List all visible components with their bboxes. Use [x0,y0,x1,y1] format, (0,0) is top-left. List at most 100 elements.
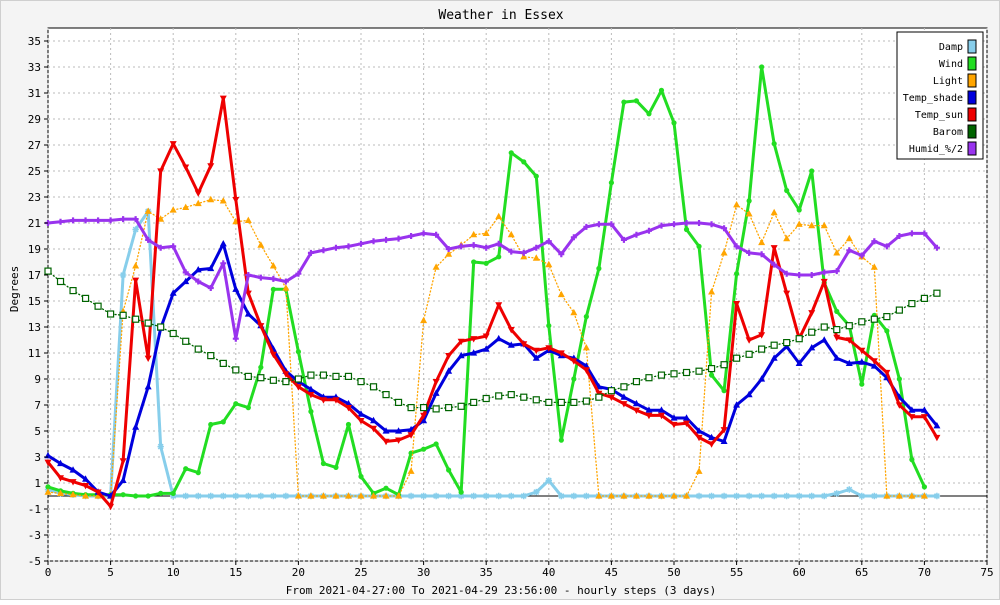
data-point [145,236,152,243]
data-point [194,199,202,207]
data-point [896,376,902,382]
data-point [633,231,640,238]
data-point [395,492,403,499]
x-tick-label: 50 [667,566,680,579]
data-point [871,492,878,500]
data-point [407,492,415,500]
data-point [645,492,653,499]
data-point [169,329,177,338]
data-point [808,328,816,336]
data-point [470,242,477,249]
data-point [170,492,177,500]
data-point [657,406,665,413]
data-point [821,269,828,276]
data-point [433,441,439,447]
data-point [896,233,903,239]
data-point [319,397,327,404]
data-point [783,234,791,242]
data-point [445,353,453,360]
series-temp-sun [44,95,941,511]
data-point [144,207,152,214]
data-point [257,374,265,382]
data-point [671,120,677,126]
data-point [182,337,190,345]
legend-swatch [967,90,977,105]
data-point [207,163,215,170]
data-point [645,412,653,420]
data-point [270,275,277,282]
data-point [157,215,165,222]
data-point [132,423,140,430]
data-point [245,492,252,500]
data-point [482,333,490,340]
data-point [583,492,590,500]
data-point [545,477,552,484]
data-point [395,437,403,444]
data-point [858,347,866,355]
data-point [169,206,177,213]
data-point [795,220,803,227]
data-point [207,352,215,360]
data-point [558,492,565,500]
data-point [846,486,853,493]
legend-label: Light [933,76,963,87]
data-point [169,141,177,148]
data-point [520,253,528,260]
data-point [483,260,489,266]
data-point [708,433,716,441]
data-point [445,404,453,412]
data-point [783,270,790,277]
data-point [344,399,352,407]
data-point [170,243,177,250]
data-point [721,225,728,232]
data-point [182,164,190,171]
data-point [182,269,189,276]
chart-title: Weather in Essex [438,8,563,23]
data-point [883,369,891,377]
data-point [771,261,778,268]
data-point [758,375,766,382]
data-point [158,490,164,496]
data-point [682,368,691,377]
data-point [645,374,653,382]
x-axis-label: From 2021-04-27:00 To 2021-04-29 23:56:0… [286,584,716,597]
data-point [546,323,552,329]
data-point [557,290,565,298]
y-tick-label: -3 [28,529,41,542]
data-point [482,394,490,403]
data-point [695,492,703,500]
data-point [845,337,853,344]
data-point [558,251,565,258]
series-light [44,195,928,499]
data-point [219,240,227,247]
data-point [920,294,929,302]
data-point [745,492,753,500]
data-point [770,341,778,349]
y-axis-label: Degrees [8,266,21,312]
data-point [232,335,239,342]
data-point [884,328,890,334]
data-point [796,492,803,500]
data-point [57,218,64,225]
data-point [845,322,853,330]
data-point [344,492,352,499]
data-point [244,310,252,317]
x-tick-label: 35 [480,566,493,579]
data-point [195,470,201,476]
data-point [596,265,602,272]
data-point [169,289,177,296]
data-point [508,492,515,500]
data-point [770,208,778,216]
data-point [582,344,590,351]
data-point [658,222,665,229]
data-point [532,396,540,404]
data-point [734,271,740,277]
x-tick-label: 45 [605,566,618,579]
data-point [695,367,703,375]
data-point [219,197,227,204]
data-point [357,378,365,386]
x-tick-label: 5 [107,566,114,579]
data-point [720,249,728,256]
data-point [871,238,878,245]
data-point [457,492,465,500]
